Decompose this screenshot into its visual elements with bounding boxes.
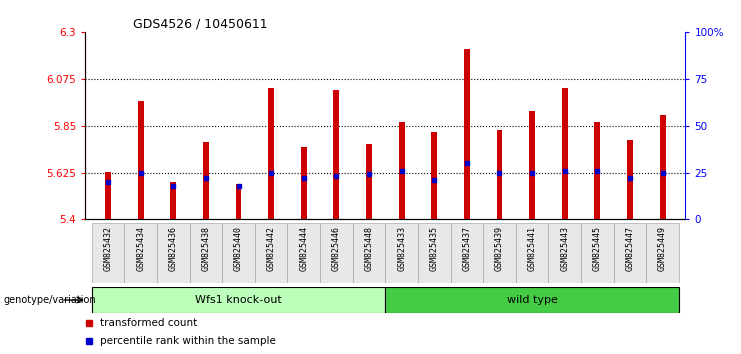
Bar <box>301 147 307 219</box>
Bar <box>464 48 470 219</box>
Text: genotype/variation: genotype/variation <box>4 295 96 305</box>
Text: Wfs1 knock-out: Wfs1 knock-out <box>195 295 282 305</box>
Text: GSM825433: GSM825433 <box>397 226 406 271</box>
Text: GSM825439: GSM825439 <box>495 226 504 271</box>
Bar <box>92 223 124 283</box>
Text: GSM825443: GSM825443 <box>560 226 569 271</box>
Bar <box>190 223 222 283</box>
Text: GSM825437: GSM825437 <box>462 226 471 271</box>
Bar <box>627 140 633 219</box>
Bar <box>203 142 209 219</box>
Bar <box>516 223 548 283</box>
Text: GSM825444: GSM825444 <box>299 226 308 271</box>
Text: GSM825434: GSM825434 <box>136 226 145 271</box>
Text: GSM825435: GSM825435 <box>430 226 439 271</box>
Bar <box>222 223 255 283</box>
Bar <box>418 223 451 283</box>
Text: GSM825446: GSM825446 <box>332 226 341 271</box>
Bar <box>451 223 483 283</box>
Text: GSM825442: GSM825442 <box>267 226 276 271</box>
Text: GSM825448: GSM825448 <box>365 226 373 271</box>
Bar <box>353 223 385 283</box>
Bar <box>255 223 288 283</box>
Text: GDS4526 / 10450611: GDS4526 / 10450611 <box>133 18 268 31</box>
Bar <box>562 88 568 219</box>
Bar <box>138 101 144 219</box>
Bar <box>646 223 679 283</box>
Bar <box>399 121 405 219</box>
Bar <box>529 111 535 219</box>
Text: GSM825445: GSM825445 <box>593 226 602 271</box>
Bar <box>333 90 339 219</box>
Text: wild type: wild type <box>507 295 557 305</box>
Bar <box>320 223 353 283</box>
Bar <box>385 223 418 283</box>
Text: GSM825438: GSM825438 <box>202 226 210 271</box>
Bar <box>496 130 502 219</box>
Text: GSM825440: GSM825440 <box>234 226 243 271</box>
Bar <box>92 287 385 313</box>
Bar <box>385 287 679 313</box>
Bar <box>124 223 157 283</box>
Bar <box>614 223 646 283</box>
Text: GSM825441: GSM825441 <box>528 226 536 271</box>
Bar <box>236 184 242 219</box>
Bar <box>659 115 665 219</box>
Bar <box>105 172 111 219</box>
Bar <box>366 144 372 219</box>
Bar <box>594 121 600 219</box>
Bar <box>548 223 581 283</box>
Text: percentile rank within the sample: percentile rank within the sample <box>100 336 276 346</box>
Bar <box>288 223 320 283</box>
Bar <box>431 132 437 219</box>
Text: GSM825447: GSM825447 <box>625 226 634 271</box>
Text: transformed count: transformed count <box>100 318 197 328</box>
Text: GSM825449: GSM825449 <box>658 226 667 271</box>
Bar <box>268 88 274 219</box>
Bar <box>483 223 516 283</box>
Bar <box>157 223 190 283</box>
Bar <box>581 223 614 283</box>
Text: GSM825432: GSM825432 <box>104 226 113 271</box>
Text: GSM825436: GSM825436 <box>169 226 178 271</box>
Bar <box>170 182 176 219</box>
